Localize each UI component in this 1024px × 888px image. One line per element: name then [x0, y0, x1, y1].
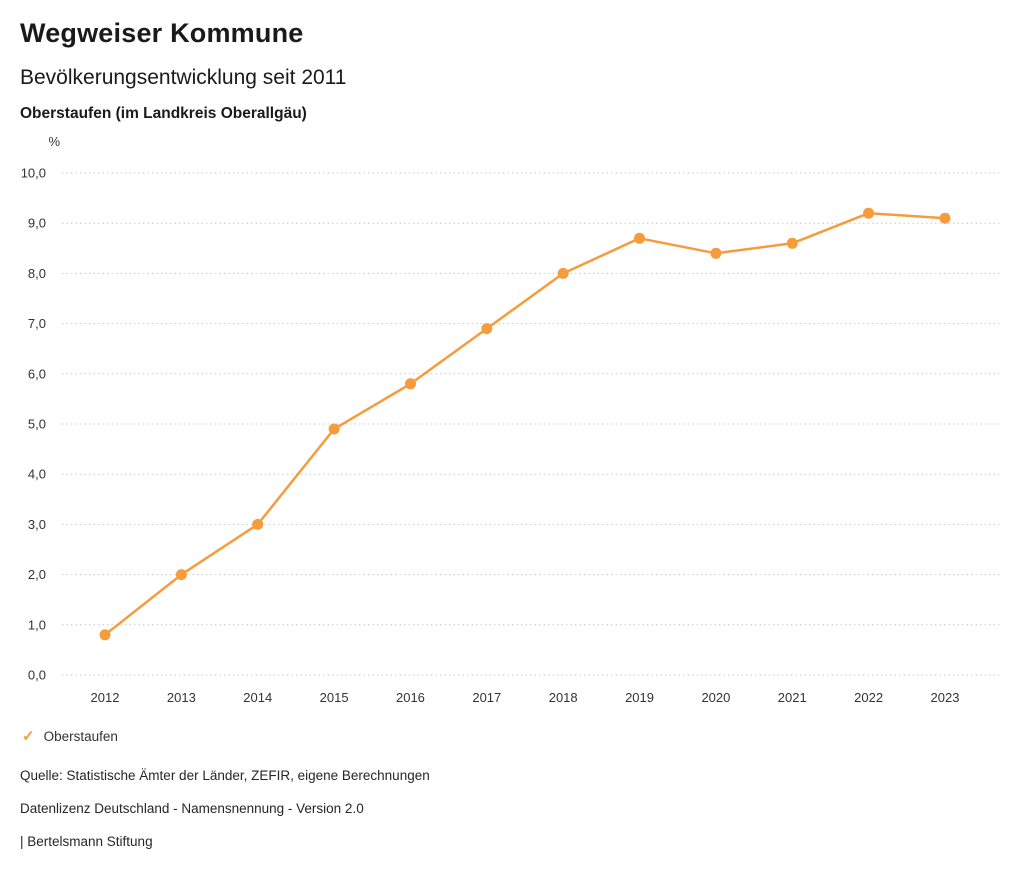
data-point[interactable] [939, 212, 951, 224]
legend-item-label: Oberstaufen [43, 729, 118, 744]
legend-item-oberstaufen[interactable]: ✓ Oberstaufen [22, 729, 118, 744]
chart-header: Wegweiser Kommune Bevölkerungsentwicklun… [0, 0, 1024, 123]
x-tick-label: 2017 [472, 690, 501, 705]
x-tick-label: 2016 [396, 690, 425, 705]
x-tick-label: 2015 [320, 690, 349, 705]
x-tick-label: 2022 [854, 690, 883, 705]
x-tick-label: 2018 [549, 690, 578, 705]
y-tick-label: 9,0 [28, 216, 46, 231]
y-tick-label: 3,0 [28, 517, 46, 532]
y-tick-label: 1,0 [28, 617, 46, 632]
check-icon: ✓ [22, 728, 35, 745]
y-tick-label: 10,0 [21, 166, 46, 181]
x-tick-label: 2020 [701, 690, 730, 705]
data-point[interactable] [481, 323, 493, 335]
source-line: Quelle: Statistische Ämter der Länder, Z… [20, 768, 430, 783]
data-point[interactable] [634, 232, 645, 244]
data-point[interactable] [863, 207, 875, 219]
y-tick-label: 6,0 [28, 366, 46, 381]
data-point[interactable] [557, 267, 569, 279]
y-tick-label: 2,0 [28, 567, 46, 582]
y-axis-unit-label: % [48, 134, 60, 149]
license-line: Datenlizenz Deutschland - Namensnennung … [20, 801, 364, 816]
x-tick-label: 2019 [625, 690, 654, 705]
y-tick-label: 0,0 [28, 668, 46, 683]
attribution-line: | Bertelsmann Stiftung [20, 834, 153, 849]
x-tick-label: 2014 [243, 690, 272, 705]
legend: ✓ Oberstaufen [22, 729, 1024, 744]
data-point[interactable] [405, 378, 416, 390]
page-title: Wegweiser Kommune [20, 18, 304, 48]
y-tick-label: 7,0 [28, 316, 46, 331]
line-chart-svg: % 0,0 1,0 2,0 3,0 4,0 5,0 6,0 7,0 8,0 9,0 10,0 2012 2… [21, 134, 1000, 705]
x-tick-label: 2012 [91, 690, 120, 705]
chart-subtitle: Bevölkerungsentwicklung seit 2011 [20, 66, 347, 89]
y-tick-label: 5,0 [28, 417, 46, 432]
data-point[interactable] [710, 247, 722, 259]
region-label: Oberstaufen (im Landkreis Oberallgäu) [20, 105, 307, 122]
x-tick-label: 2013 [167, 690, 196, 705]
data-point[interactable] [786, 237, 798, 249]
series-line [103, 211, 947, 637]
chart-area: % 0,0 1,0 2,0 3,0 4,0 5,0 6,0 7,0 8,0 9,0 10,0 2012 2… [0, 127, 1024, 719]
y-tick-label: 4,0 [28, 467, 46, 482]
data-point[interactable] [328, 423, 340, 435]
data-point[interactable] [175, 569, 187, 581]
y-tick-label: 8,0 [28, 266, 46, 281]
data-point[interactable] [252, 518, 264, 530]
data-point[interactable] [99, 629, 111, 641]
x-tick-label: 2023 [931, 690, 960, 705]
x-tick-label: 2021 [778, 690, 807, 705]
footer: Quelle: Statistische Ämter der Länder, Z… [20, 768, 1024, 849]
